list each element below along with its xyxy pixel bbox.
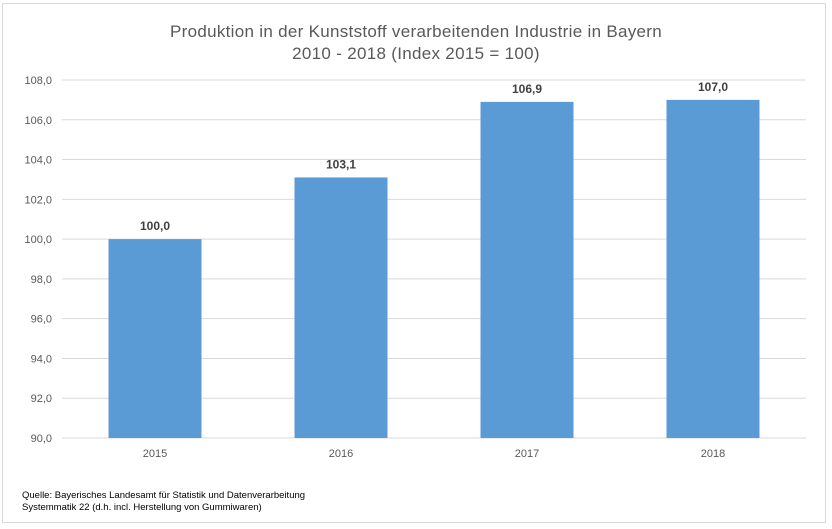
x-tick-label: 2016	[329, 448, 353, 460]
y-tick-label: 100,0	[24, 234, 52, 246]
source-line-1: Quelle: Bayerisches Landesamt für Statis…	[22, 490, 306, 501]
y-tick-label: 106,0	[24, 115, 52, 127]
chart-title: Produktion in der Kunststoff verarbeiten…	[169, 22, 663, 41]
y-tick-label: 90,0	[31, 433, 52, 445]
bar	[666, 99, 760, 438]
bar	[294, 177, 388, 438]
y-tick-label: 92,0	[31, 393, 52, 405]
bar	[108, 239, 202, 438]
data-label: 106,9	[512, 82, 542, 96]
data-label: 103,1	[326, 157, 356, 171]
x-tick-label: 2018	[701, 448, 725, 460]
y-tick-label: 94,0	[31, 353, 52, 365]
bar	[480, 101, 574, 438]
data-label: 100,0	[140, 219, 170, 233]
y-tick-label: 96,0	[31, 314, 52, 326]
y-tick-label: 108,0	[24, 75, 52, 87]
source-line-2: Systemmatik 22 (d.h. incl. Herstellung v…	[22, 502, 262, 513]
y-tick-label: 102,0	[24, 194, 52, 206]
chart-subtitle: 2010 - 2018 (Index 2015 = 100)	[292, 44, 540, 63]
chart-frame	[2, 3, 826, 523]
y-tick-label: 104,0	[24, 155, 52, 167]
data-label: 107,0	[698, 80, 728, 94]
x-tick-label: 2015	[143, 448, 167, 460]
y-tick-label: 98,0	[31, 274, 52, 286]
x-tick-label: 2017	[515, 448, 539, 460]
